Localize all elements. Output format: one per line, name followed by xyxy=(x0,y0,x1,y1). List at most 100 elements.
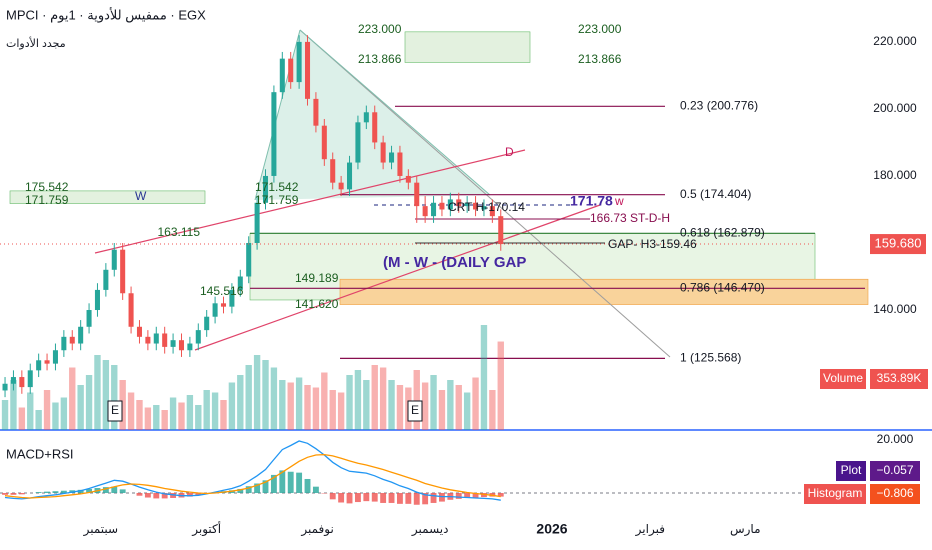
volume-bar xyxy=(178,402,185,430)
candle-body xyxy=(187,343,193,351)
volume-bar xyxy=(346,375,353,430)
histogram-bar xyxy=(455,493,462,499)
volume-bar xyxy=(10,380,17,430)
candle-body xyxy=(405,175,411,183)
annotation: CRT H-170.14 xyxy=(448,200,525,214)
candle-body xyxy=(195,330,201,344)
volume-bar xyxy=(329,390,336,430)
candle-body xyxy=(120,249,126,294)
zone xyxy=(404,31,531,63)
candle-body xyxy=(271,92,277,176)
x-tick-label: 2026 xyxy=(536,521,567,537)
candle-body xyxy=(296,41,302,83)
candle-body xyxy=(153,333,159,344)
histogram-bar xyxy=(380,493,387,503)
histogram-bar xyxy=(111,486,118,493)
histogram-bar xyxy=(186,493,193,497)
volume-bar xyxy=(85,375,93,430)
candle-body xyxy=(439,202,445,210)
candle-body xyxy=(52,350,58,364)
histogram-bar xyxy=(77,489,84,493)
histogram-bar xyxy=(312,486,319,493)
label-box xyxy=(870,369,928,389)
candle-body xyxy=(288,58,294,83)
volume-bar xyxy=(388,380,395,430)
volume-bar xyxy=(363,380,370,430)
histogram-bar xyxy=(119,489,126,493)
volume-bar xyxy=(253,355,261,430)
event-marker xyxy=(107,400,123,422)
candle-body xyxy=(372,112,378,143)
volume-bar xyxy=(447,380,454,430)
y-tick-label: 180.000 xyxy=(873,168,917,182)
candle-body xyxy=(414,182,420,207)
fib-label: 0.23 (200.776) xyxy=(680,98,758,112)
volume-bar xyxy=(379,367,387,430)
candle-body xyxy=(19,377,25,388)
signal-line xyxy=(4,453,501,499)
annotation: GAP- H3-159.46 xyxy=(608,237,697,251)
candle-body xyxy=(170,340,176,347)
histogram-bar xyxy=(371,493,378,502)
volume-bar xyxy=(279,380,286,430)
volume-bar xyxy=(497,341,504,430)
annotation: 141.620 xyxy=(295,297,339,311)
candle-body xyxy=(69,336,75,344)
volume-bar xyxy=(321,372,328,430)
histogram-bar xyxy=(279,470,286,493)
y-tick-label: 140.000 xyxy=(873,302,917,316)
histogram-value: −0.806 xyxy=(876,486,913,500)
histogram-bar xyxy=(304,478,311,493)
volume-bar xyxy=(127,392,135,430)
volume-bar xyxy=(430,375,437,430)
candle-body xyxy=(229,289,235,307)
trend-line xyxy=(94,149,526,254)
candle-body xyxy=(481,206,487,210)
last-price-label: 159.680 xyxy=(875,235,922,250)
annotation: 163.115 xyxy=(158,225,201,239)
candle-body xyxy=(145,336,151,344)
volume-bar xyxy=(287,382,294,430)
volume-bar xyxy=(472,377,479,430)
candle-body xyxy=(254,202,260,243)
x-tick-label: نوفمبر xyxy=(300,522,333,537)
volume-bar xyxy=(228,382,236,430)
x-tick-label: ديسمبر xyxy=(411,522,449,537)
candle-body xyxy=(397,152,403,176)
candle-body xyxy=(456,199,462,207)
annotation: 166.73 ST-D-H xyxy=(590,211,670,225)
histogram-bar xyxy=(346,493,353,504)
candle-body xyxy=(94,289,100,311)
volume-bar xyxy=(220,400,227,430)
candle-body xyxy=(78,326,84,344)
annotation: 223.000 xyxy=(358,22,402,36)
candle-body xyxy=(431,202,437,217)
volume-bar xyxy=(27,392,34,430)
trend-line xyxy=(299,29,671,358)
zone xyxy=(339,278,869,305)
pane-scale-label: 20.000 xyxy=(877,432,914,446)
x-tick-label: فبراير xyxy=(635,522,665,537)
last-price-box xyxy=(870,234,926,255)
volume-bar xyxy=(489,390,496,430)
label-box xyxy=(836,461,866,481)
candle-body xyxy=(262,175,269,203)
candle-body xyxy=(2,383,8,391)
histogram-bar xyxy=(405,493,412,504)
candle-body xyxy=(136,326,142,337)
histogram-bar xyxy=(464,493,471,498)
volume-bar xyxy=(480,325,488,430)
annotation: 171.542 xyxy=(255,180,299,194)
x-tick-label: سبتمبر xyxy=(83,522,118,537)
histogram-bar xyxy=(136,493,143,496)
volume-bar xyxy=(1,400,9,430)
pane-title: MACD+RSI xyxy=(6,446,74,461)
volume-bar xyxy=(161,410,168,430)
volume-bar xyxy=(136,400,143,430)
annotation: 171.759 xyxy=(255,193,299,207)
candle-body xyxy=(220,303,227,307)
histogram-bar xyxy=(388,493,395,503)
annotation: 213.866 xyxy=(578,52,622,66)
trend-line xyxy=(194,204,601,351)
